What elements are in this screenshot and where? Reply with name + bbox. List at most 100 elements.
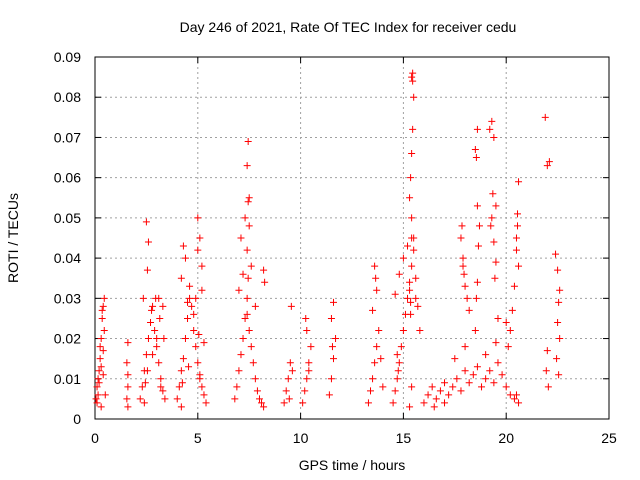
data-point — [555, 298, 563, 306]
data-point — [514, 222, 522, 230]
data-point — [465, 379, 473, 387]
data-point — [543, 162, 551, 170]
data-point — [302, 314, 310, 322]
data-point — [245, 327, 253, 335]
data-point — [194, 359, 202, 367]
data-point — [184, 314, 192, 322]
data-point — [155, 294, 163, 302]
data-point — [461, 367, 469, 375]
data-point — [231, 395, 239, 403]
data-point — [375, 327, 383, 335]
data-point — [94, 375, 102, 383]
data-point — [408, 214, 416, 222]
data-point — [202, 399, 210, 407]
data-point — [243, 246, 251, 254]
data-point — [151, 327, 159, 335]
data-point — [305, 359, 313, 367]
data-point — [373, 343, 381, 351]
data-point — [235, 286, 243, 294]
data-point — [249, 359, 257, 367]
data-point — [159, 302, 167, 310]
data-point — [200, 391, 208, 399]
data-point — [371, 262, 379, 270]
data-point — [409, 69, 417, 77]
data-point — [457, 387, 465, 395]
data-point — [237, 234, 245, 242]
data-point — [157, 383, 165, 391]
data-point — [412, 294, 420, 302]
data-point — [486, 367, 494, 375]
data-point — [369, 375, 377, 383]
data-point — [486, 125, 494, 133]
data-point — [280, 399, 288, 407]
data-point — [457, 234, 465, 242]
data-point — [284, 375, 292, 383]
data-point — [99, 302, 107, 310]
data-point — [409, 77, 417, 85]
data-point — [190, 327, 198, 335]
data-point — [471, 327, 479, 335]
data-point — [285, 395, 293, 403]
data-point — [288, 367, 296, 375]
data-point — [492, 202, 500, 210]
data-point — [510, 282, 518, 290]
data-point — [451, 355, 459, 363]
data-point — [160, 335, 168, 343]
data-point — [424, 391, 432, 399]
data-point — [149, 351, 157, 359]
data-point — [389, 399, 397, 407]
data-point — [410, 246, 418, 254]
data-point — [200, 339, 208, 347]
data-point — [475, 222, 483, 230]
data-point — [239, 335, 247, 343]
x-tick-label: 10 — [293, 430, 309, 446]
data-point — [409, 125, 417, 133]
data-point — [305, 367, 313, 375]
data-point — [144, 238, 152, 246]
data-point — [186, 282, 194, 290]
data-point — [301, 387, 309, 395]
data-point — [492, 339, 500, 347]
data-point — [407, 298, 415, 306]
data-point — [329, 298, 337, 306]
data-point — [255, 395, 263, 403]
data-point — [474, 242, 482, 250]
y-tick-label: 0.05 — [54, 210, 81, 226]
data-point — [441, 379, 449, 387]
data-point — [159, 387, 167, 395]
data-point — [556, 335, 564, 343]
data-point — [554, 266, 562, 274]
data-point — [179, 355, 187, 363]
data-point — [512, 246, 520, 254]
data-point — [473, 363, 481, 371]
data-point — [241, 214, 249, 222]
data-point — [502, 383, 510, 391]
data-point — [504, 343, 512, 351]
data-point — [177, 367, 185, 375]
data-point — [247, 343, 255, 351]
data-point — [96, 343, 104, 351]
data-point — [406, 403, 414, 411]
data-point — [325, 391, 333, 399]
data-point — [406, 286, 414, 294]
data-point — [192, 294, 200, 302]
data-point — [482, 351, 490, 359]
data-point — [410, 234, 418, 242]
data-point — [239, 270, 247, 278]
data-point — [460, 270, 468, 278]
x-tick-label: 20 — [498, 430, 514, 446]
y-axis-label: ROTI / TECUs — [5, 193, 21, 283]
data-point — [552, 250, 560, 258]
data-point — [247, 262, 255, 270]
data-point — [253, 387, 261, 395]
data-point — [299, 399, 307, 407]
data-point — [258, 399, 266, 407]
data-point — [100, 294, 108, 302]
data-point — [95, 367, 103, 375]
data-point — [192, 343, 200, 351]
y-tick-label: 0 — [73, 411, 81, 427]
data-point — [177, 403, 185, 411]
data-point — [395, 359, 403, 367]
data-point — [408, 262, 416, 270]
data-point — [406, 194, 414, 202]
